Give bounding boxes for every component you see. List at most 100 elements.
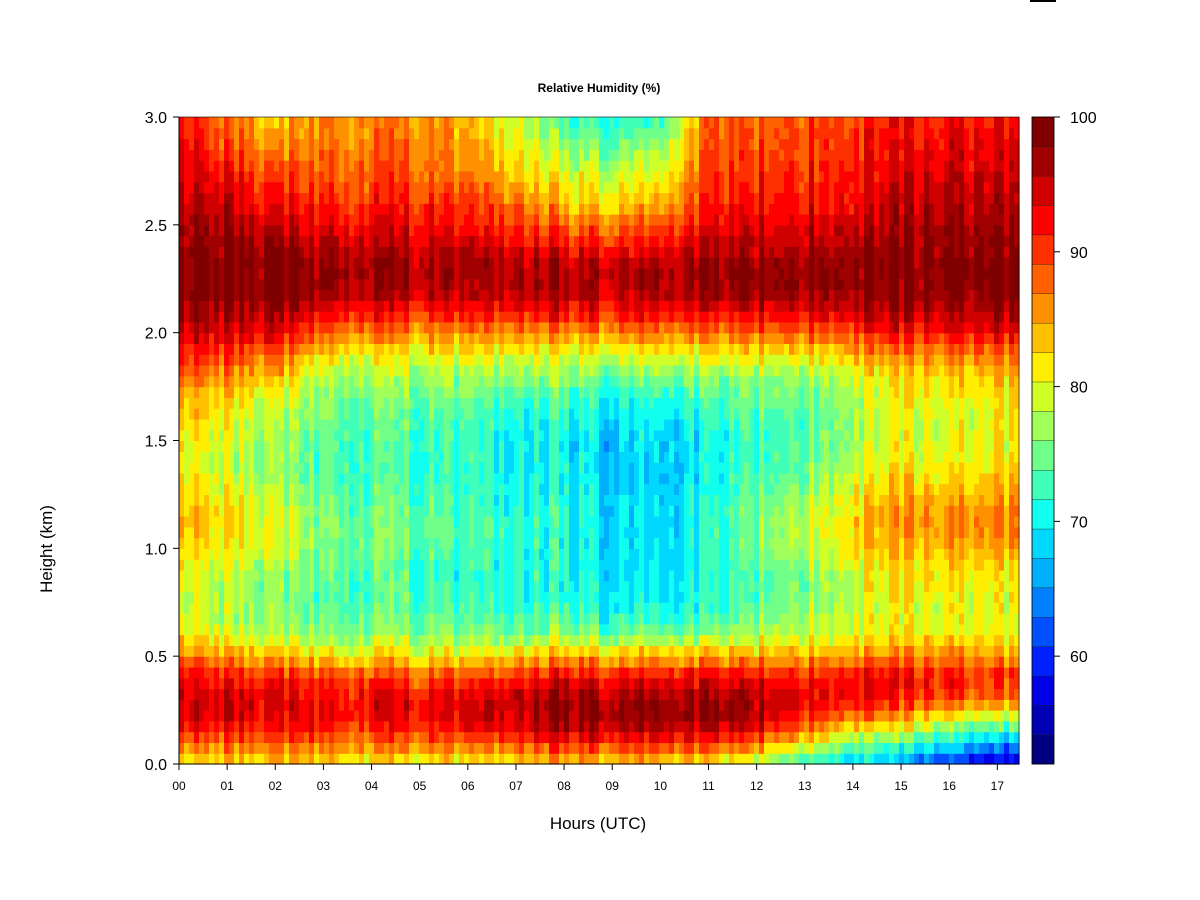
heatmap-cell xyxy=(359,321,365,334)
heatmap-cell xyxy=(569,742,575,754)
heatmap-cell xyxy=(454,386,460,398)
heatmap-cell xyxy=(359,699,365,711)
heatmap-cell xyxy=(419,440,425,452)
heatmap-cell xyxy=(229,753,235,765)
heatmap-cell xyxy=(549,332,555,345)
heatmap-cell xyxy=(419,375,425,388)
heatmap-cell xyxy=(274,537,280,549)
heatmap-cell xyxy=(439,311,445,323)
heatmap-cell xyxy=(229,214,235,226)
heatmap-cell xyxy=(224,559,230,571)
heatmap-cell xyxy=(434,246,440,258)
heatmap-cell xyxy=(239,742,245,754)
heatmap-cell xyxy=(549,300,555,312)
heatmap-cell xyxy=(359,235,365,247)
heatmap-cell xyxy=(444,203,450,215)
heatmap-cell xyxy=(529,515,535,528)
heatmap-cell xyxy=(519,289,525,301)
heatmap-cell xyxy=(374,192,380,204)
heatmap-cell xyxy=(544,688,550,700)
heatmap-cell xyxy=(244,613,250,625)
heatmap-cell xyxy=(394,742,400,754)
heatmap-cell xyxy=(324,656,330,668)
heatmap-cell xyxy=(419,742,425,754)
heatmap-cell xyxy=(234,257,240,269)
heatmap-cell xyxy=(304,300,310,312)
heatmap-cell xyxy=(279,634,285,646)
heatmap-cell xyxy=(559,267,565,280)
heatmap-cell xyxy=(509,602,515,614)
heatmap-cell xyxy=(584,138,590,150)
heatmap-cell xyxy=(499,483,505,496)
heatmap-cell xyxy=(534,656,540,668)
heatmap-cell xyxy=(579,515,585,528)
heatmap-cell xyxy=(379,440,385,452)
heatmap-cell xyxy=(239,246,245,258)
heatmap-cell xyxy=(569,149,575,161)
heatmap-cell xyxy=(204,246,210,258)
heatmap-cell xyxy=(224,214,230,226)
heatmap-cell xyxy=(274,688,280,700)
heatmap-cell xyxy=(394,257,400,269)
heatmap-cell xyxy=(234,602,240,614)
heatmap-cell xyxy=(209,451,215,463)
heatmap-cell xyxy=(259,613,265,625)
heatmap-cell xyxy=(329,300,335,312)
heatmap-cell xyxy=(579,472,585,485)
heatmap-cell xyxy=(559,731,565,744)
heatmap-cell xyxy=(589,472,595,485)
heatmap-cell xyxy=(534,418,540,431)
heatmap-cell xyxy=(189,365,195,377)
heatmap-cell xyxy=(279,494,285,506)
heatmap-cell xyxy=(569,602,575,614)
heatmap-cell xyxy=(184,127,190,140)
heatmap-cell xyxy=(319,418,325,431)
heatmap-cell xyxy=(264,591,270,603)
heatmap-cell xyxy=(299,688,305,700)
heatmap-cell xyxy=(589,127,595,140)
heatmap-cell xyxy=(244,138,250,150)
heatmap-cell xyxy=(489,289,495,301)
heatmap-cell xyxy=(199,623,205,636)
heatmap-cell xyxy=(479,634,485,646)
heatmap-cell xyxy=(234,321,240,334)
heatmap-cell xyxy=(499,321,505,334)
heatmap-cell xyxy=(399,483,405,496)
heatmap-cell xyxy=(234,408,240,420)
heatmap-cell xyxy=(279,483,285,496)
heatmap-cell xyxy=(519,235,525,247)
heatmap-cell xyxy=(594,699,600,711)
heatmap-cell xyxy=(244,267,250,280)
heatmap-cell xyxy=(459,645,465,657)
heatmap-cell xyxy=(369,710,375,722)
heatmap-cell xyxy=(264,117,270,129)
heatmap-cell xyxy=(294,505,300,517)
heatmap-cell xyxy=(374,656,380,668)
heatmap-cell xyxy=(404,634,410,646)
heatmap-cell xyxy=(399,656,405,668)
heatmap-cell xyxy=(489,688,495,700)
heatmap-cell xyxy=(454,569,460,582)
heatmap-cell xyxy=(564,613,570,625)
heatmap-cell xyxy=(584,117,590,129)
heatmap-cell xyxy=(284,494,290,506)
heatmap-cell xyxy=(584,548,590,560)
heatmap-cell xyxy=(254,462,260,474)
heatmap-cell xyxy=(459,127,465,140)
heatmap-cell xyxy=(474,397,480,409)
heatmap-cell xyxy=(404,375,410,388)
heatmap-cell xyxy=(284,386,290,398)
heatmap-cell xyxy=(249,548,255,560)
heatmap-cell xyxy=(309,742,315,754)
heatmap-cell xyxy=(479,645,485,657)
heatmap-cell xyxy=(509,505,515,517)
heatmap-cell xyxy=(199,580,205,593)
heatmap-cell xyxy=(274,397,280,409)
heatmap-cell xyxy=(224,289,230,301)
heatmap-cell xyxy=(324,602,330,614)
heatmap-cell xyxy=(384,235,390,247)
heatmap-cell xyxy=(474,494,480,506)
heatmap-cell xyxy=(199,602,205,614)
heatmap-cell xyxy=(314,267,320,280)
heatmap-cell xyxy=(194,591,200,603)
